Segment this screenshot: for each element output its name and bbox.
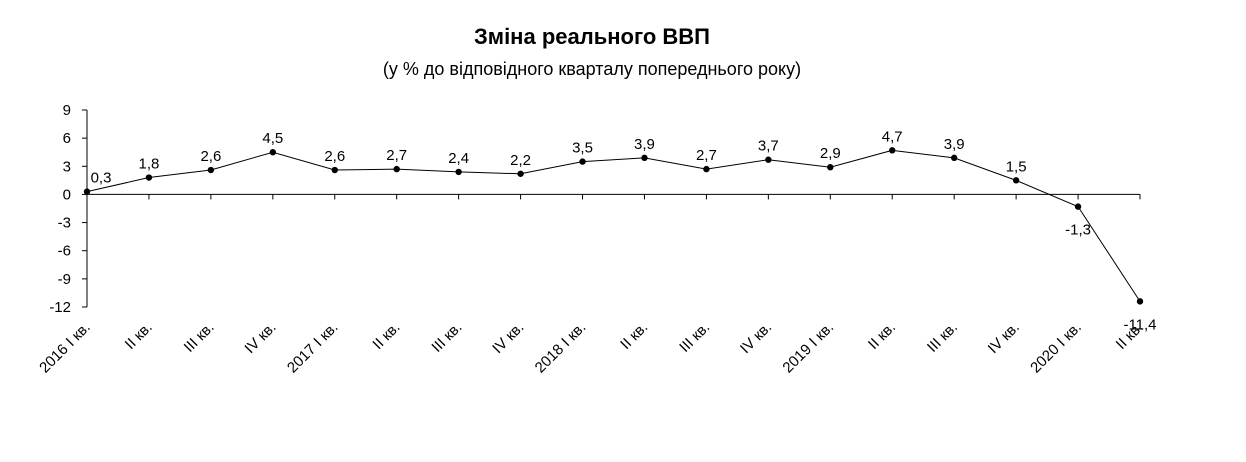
point [1074,203,1082,210]
data-label: 2,6 [200,148,221,165]
point [145,174,153,181]
x-tick-label: 2018 I кв. [532,319,590,377]
x-tick-label: 2019 I кв. [779,319,837,377]
data-label: 0,3 [91,170,112,187]
x-tick-label: 2016 I кв. [36,319,94,377]
data-label: 1,5 [1006,158,1027,175]
data-label: -11,4 [1123,316,1156,333]
x-tick-label: II кв. [865,319,899,353]
data-label: 4,5 [262,130,283,147]
y-tick-label: -12 [49,299,71,316]
point [207,166,215,174]
point [455,168,462,176]
x-tick-label: 2020 I кв. [1027,319,1085,377]
point [579,158,586,165]
point [269,149,277,156]
x-tick-label: IV кв. [241,319,279,357]
data-label: 2,4 [448,150,469,167]
point [1136,298,1144,305]
data-label: 4,7 [882,128,903,145]
x-tick-label: III кв. [924,319,961,356]
data-label: 2,6 [324,148,345,165]
data-label: 2,2 [510,152,531,169]
x-tick-label: II кв. [369,319,403,353]
y-tick-label: -9 [58,271,71,288]
data-label: 2,9 [820,145,841,162]
x-tick-label: IV кв. [489,319,527,357]
data-label: 3,5 [572,140,593,157]
point [703,165,710,173]
y-tick-label: -3 [58,215,71,232]
data-label: -1,3 [1065,222,1091,239]
y-tick-label: 6 [63,130,71,147]
chart-subtitle: (у % до відповідного кварталу попередньо… [383,59,801,79]
point [393,165,400,173]
point [765,156,772,163]
x-tick-label: 2017 I кв. [284,319,342,377]
data-label: 3,7 [758,138,779,155]
y-tick-label: -6 [58,243,71,260]
x-tick-label: III кв. [676,319,713,356]
point [1012,177,1020,184]
point [827,164,834,171]
y-tick-label: 3 [63,158,71,175]
x-tick-label: IV кв. [985,319,1023,357]
data-label: 3,9 [634,136,655,153]
data-label: 1,8 [139,156,160,173]
x-tick-label: III кв. [428,319,465,356]
chart-title: Зміна реального ВВП [474,24,710,49]
data-label: 2,7 [386,147,407,164]
point [331,166,338,174]
point [950,154,958,162]
data-label: 2,7 [696,147,717,164]
data-label: 3,9 [944,136,965,153]
x-tick-label: IV кв. [737,319,775,357]
point [641,154,648,162]
line [86,149,1141,302]
x-tick-label: II кв. [617,319,651,353]
y-tick-label: 9 [63,102,71,119]
point [517,170,524,177]
y-tick-label: 0 [63,186,71,203]
point [889,147,896,154]
point [83,188,91,195]
x-tick-label: II кв. [122,319,156,353]
x-tick-label: III кв. [181,319,218,356]
